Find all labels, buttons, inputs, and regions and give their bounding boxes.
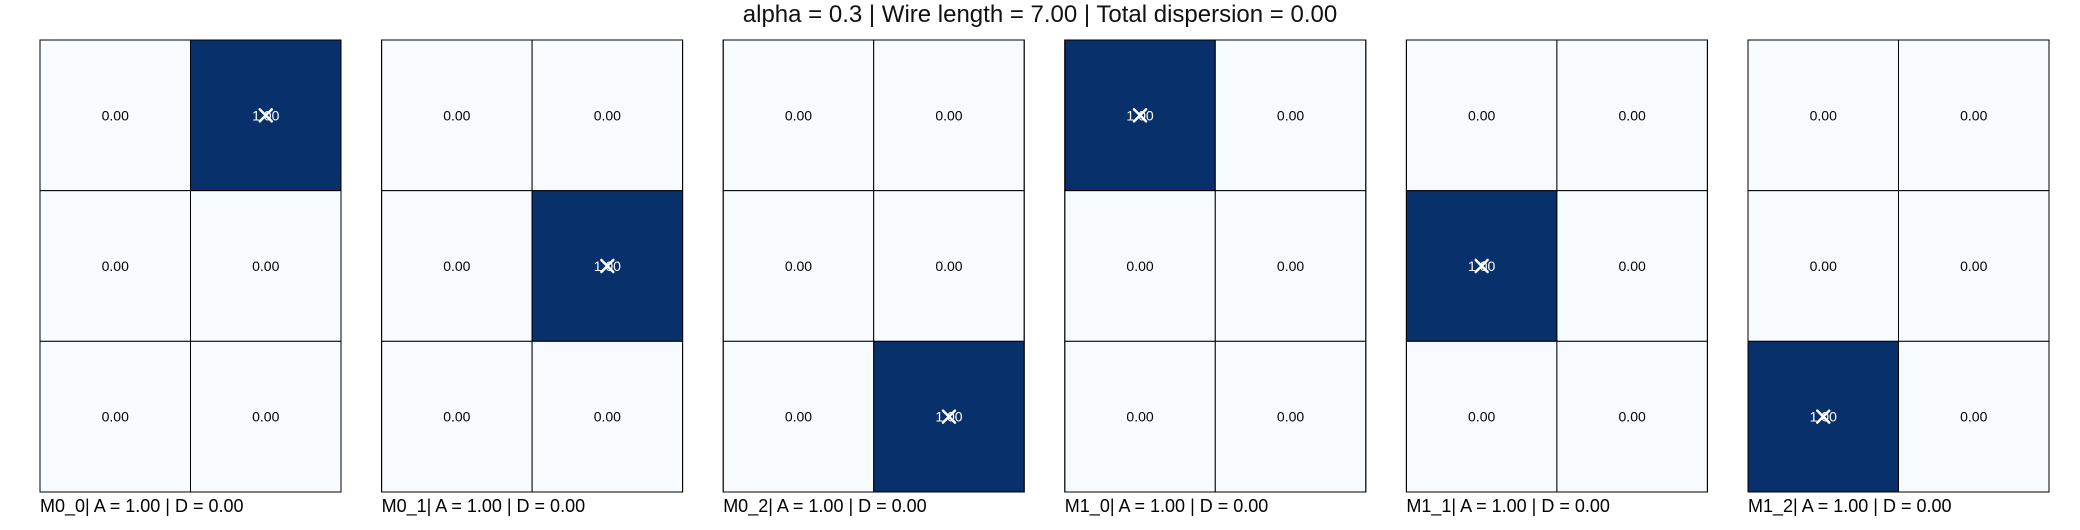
- heatmap-cell-value: 0.00: [1960, 258, 1987, 274]
- x-marker-icon: [1474, 258, 1489, 274]
- heatmap-cell-value: 0.00: [785, 107, 812, 123]
- heatmap-cell-value: 0.00: [1810, 258, 1837, 274]
- heatmap-cell-value: 0.00: [785, 409, 812, 425]
- x-marker-icon: [1132, 108, 1148, 123]
- heatmap-cell: [873, 190, 1025, 342]
- heatmap-cell-value: 0.00: [594, 409, 621, 425]
- heatmap-cell-value: 0.00: [102, 258, 129, 274]
- heatmap-frame: [1747, 39, 2050, 493]
- heatmap-frame: [39, 39, 342, 493]
- figure-title: alpha = 0.3 | Wire length = 7.00 | Total…: [742, 1, 1338, 28]
- heatmap-cell: [1214, 190, 1367, 342]
- panel-label: M0_1| A = 1.00 | D = 0.00: [382, 496, 585, 517]
- heatmap-cell: [1405, 39, 1558, 192]
- heatmap-cell: [531, 340, 684, 493]
- heatmap-cell-value: 0.00: [443, 107, 470, 123]
- heatmap-cell: [1898, 39, 2050, 192]
- heatmap-frame: [1064, 39, 1367, 493]
- heatmap-cell: [1556, 39, 1708, 192]
- heatmap-cell-value: 0.00: [443, 258, 470, 274]
- heatmap-cell: [1405, 340, 1558, 493]
- x-marker-icon: [941, 409, 957, 424]
- heatmap-cell: [1556, 340, 1708, 493]
- heatmap-cell: [381, 340, 533, 493]
- heatmap-cell: [39, 39, 191, 192]
- heatmap-cell-value: 0.00: [1126, 258, 1153, 274]
- heatmap-cell: [1898, 190, 2050, 342]
- heatmap-cell-value: 0.00: [1126, 409, 1153, 425]
- heatmap-cell: [722, 190, 875, 342]
- heatmap-cell-value: 0.00: [785, 258, 812, 274]
- heatmap-cell-value: 0.00: [935, 258, 962, 274]
- heatmap-cell-value: 0.00: [935, 107, 962, 123]
- x-marker-icon: [1816, 409, 1831, 424]
- heatmap-cell-value: 0.00: [102, 409, 129, 425]
- x-marker-icon: [600, 258, 615, 274]
- heatmap-cell-value: 0.00: [1960, 107, 1987, 123]
- heatmap-cell-value: 0.00: [1810, 107, 1837, 123]
- panel-label: M0_0| A = 1.00 | D = 0.00: [40, 496, 244, 517]
- heatmap-frame: [1405, 39, 1708, 493]
- heatmap-cell-value: 0.00: [1468, 409, 1495, 425]
- heatmap-frame: [381, 39, 684, 493]
- panel-label: M1_2| A = 1.00 | D = 0.00: [1748, 496, 1952, 517]
- heatmap-cell-value: 0.00: [1468, 107, 1495, 123]
- heatmap-cell: [1556, 190, 1708, 342]
- panel-label: M1_1| A = 1.00 | D = 0.00: [1406, 496, 1610, 517]
- heatmap-cell: [1898, 340, 2050, 493]
- heatmap-cell-value: 0.00: [1277, 107, 1304, 123]
- heatmap-cell-value: 0.00: [102, 107, 129, 123]
- heatmap-cell-value: 0.00: [1619, 409, 1646, 425]
- heatmap-cell-value: 0.00: [1960, 409, 1987, 425]
- panel-label: M0_2| A = 1.00 | D = 0.00: [723, 496, 927, 517]
- heatmap-cell-value: 0.00: [1619, 107, 1646, 123]
- heatmap-cell-value: 0.00: [443, 409, 470, 425]
- heatmap-cell: [1064, 190, 1216, 342]
- heatmap-cell: [531, 39, 684, 192]
- heatmap-cell-value: 0.00: [594, 107, 621, 123]
- x-marker-icon: [258, 108, 273, 123]
- heatmap-cell-value: 0.00: [1277, 258, 1304, 274]
- heatmap-cell-value: 0.00: [252, 258, 279, 274]
- panel-label: M1_0| A = 1.00 | D = 0.00: [1065, 496, 1269, 517]
- heatmap-cell: [873, 39, 1025, 192]
- heatmap-cell-value: 0.00: [1619, 258, 1646, 274]
- heatmap-cell: [722, 340, 875, 493]
- heatmap-frame: [722, 39, 1025, 493]
- heatmap-cell-value: 0.00: [1277, 409, 1304, 425]
- heatmap-cell-value: 0.00: [252, 409, 279, 425]
- heatmap-cell: [1214, 39, 1367, 192]
